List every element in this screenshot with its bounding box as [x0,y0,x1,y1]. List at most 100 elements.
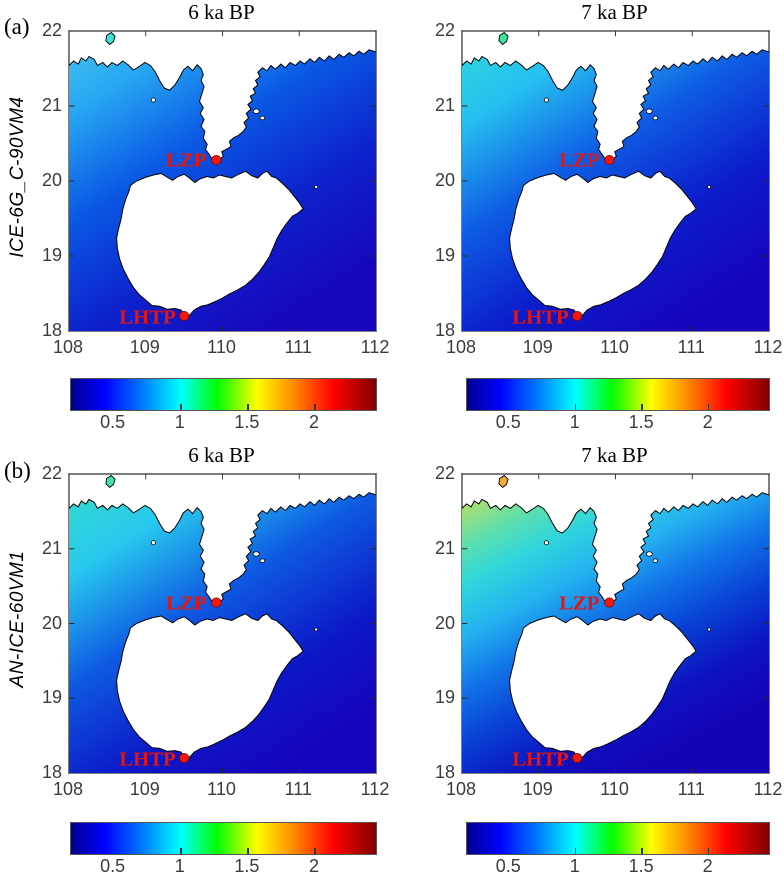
colorbar-tick-label: 1 [569,856,580,876]
model-label-ice6g: ICE-6G_C-90VM4 [7,96,28,258]
islet-northwest [105,474,116,489]
colorbar-tick-label: 2 [702,856,713,876]
lon-tick-label: 109 [522,337,553,357]
lon-tick-label: 108 [52,779,84,799]
site-label-LZP: LZP [559,150,599,172]
colorbar-tick [574,848,577,854]
axis-ticks [462,31,769,331]
lon-tick-label: 111 [284,337,312,357]
lat-tick-label: 22 [434,20,455,40]
colorbar-tick-label: 1 [569,412,580,432]
lat-tick-label: 22 [41,20,62,40]
islet-bay-1 [645,108,653,114]
site-marker-LZP [211,154,222,166]
lat-tick-label: 20 [434,612,455,633]
colorbar-tick-label: 2 [308,856,319,876]
axis-ticks [69,474,376,773]
colorbar-tick-label: 2 [308,412,319,432]
colorbar-tick [508,404,511,410]
islet-bay-1 [252,108,260,114]
lat-tick-label: 22 [41,463,62,483]
lat-tick-label: 21 [434,95,455,115]
colorbar-tick-label: 1 [174,412,185,432]
hainan-island [116,170,304,319]
lat-tick-label: 18 [434,762,455,782]
lon-tick-label: 110 [600,337,629,357]
colorbar-tick [508,848,511,854]
lon-tick-label: 110 [600,779,629,799]
lon-tick-label: 109 [129,337,160,357]
lon-tick-label: 110 [207,337,236,357]
map-panel-a-7ka: LZP LHTP [461,30,770,332]
map-panel-b-6ka: LZP LHTP [68,473,377,774]
lat-tick-label: 18 [434,320,455,340]
site-label-LHTP: LHTP [512,749,568,771]
colorbar-tick [247,404,249,410]
lon-tick-label: 112 [753,337,783,357]
colorbar-b-7ka [466,822,770,855]
map-svg-a-7ka: LZP LHTP [462,31,769,331]
lon-tick-label: 111 [677,779,705,799]
colorbar-tick [180,404,182,410]
site-label-LHTP: LHTP [119,749,175,771]
lon-tick-label: 110 [207,779,236,799]
colorbar-tick-label: 1.5 [234,412,260,432]
map-svg-b-7ka: LZP LHTP [462,474,769,773]
lon-tick-label: 109 [129,779,160,799]
row-label-a: (a) [4,14,30,39]
lat-tick-label: 21 [41,95,62,115]
lat-tick-label: 19 [434,687,455,708]
lat-tick-label: 19 [41,245,62,265]
colorbar-tick [247,848,249,854]
islet-bay-1 [252,551,260,557]
islet-east [707,185,711,189]
colorbar-tick-label: 1.5 [628,856,654,876]
site-marker-LHTP [571,753,583,764]
colorbar-tick [314,404,316,410]
lon-tick-label: 111 [284,779,312,799]
panel-title-b-6ka: 6 ka BP [188,443,255,467]
panel-title-b-7ka: 7 ka BP [581,443,648,467]
mainland-coast [69,474,376,605]
mainland-coast [462,31,769,163]
lat-tick-label: 19 [434,245,455,265]
mainland-coast [462,474,769,605]
lat-tick-label: 20 [434,170,455,190]
islet-east [314,185,318,189]
site-marker-LHTP [178,310,190,322]
lon-tick-label: 112 [753,779,783,799]
mainland-coast [69,31,376,163]
lat-tick-label: 20 [41,612,62,633]
site-label-LZP: LZP [559,593,599,615]
islet-northwest [105,31,116,46]
hainan-island [116,613,304,761]
islet-bay-2 [652,558,659,563]
islet-bay-2 [652,115,659,121]
site-marker-LHTP [178,753,190,764]
colorbar-tick-label: 2 [702,412,713,432]
map-panel-a-6ka: LZP LHTP [68,30,377,332]
panel-title-a-6ka: 6 ka BP [188,0,255,24]
lon-tick-label: 109 [522,779,553,799]
lon-tick-label: 108 [445,779,477,799]
map-svg-b-6ka: LZP LHTP [69,474,376,773]
colorbar-b-6ka [70,822,377,855]
colorbar-tick-label: 0.5 [100,856,126,876]
islet-bay-1 [645,551,653,557]
colorbar-a-6ka [70,378,377,411]
axis-ticks [69,31,376,331]
site-label-LZP: LZP [166,150,206,172]
lon-tick-label: 112 [360,337,390,357]
lat-tick-label: 21 [41,537,62,558]
hainan-island [509,170,697,319]
map-panel-b-7ka: LZP LHTP [461,473,770,774]
islet-bay-2 [259,558,266,563]
lat-tick-label: 21 [434,537,455,558]
lat-tick-label: 18 [41,320,62,340]
colorbar-tick-label: 1.5 [234,856,260,876]
lon-tick-label: 111 [677,337,705,357]
islet-northwest [498,474,509,489]
lon-tick-label: 108 [52,337,84,357]
colorbar-tick-label: 0.5 [495,856,521,876]
